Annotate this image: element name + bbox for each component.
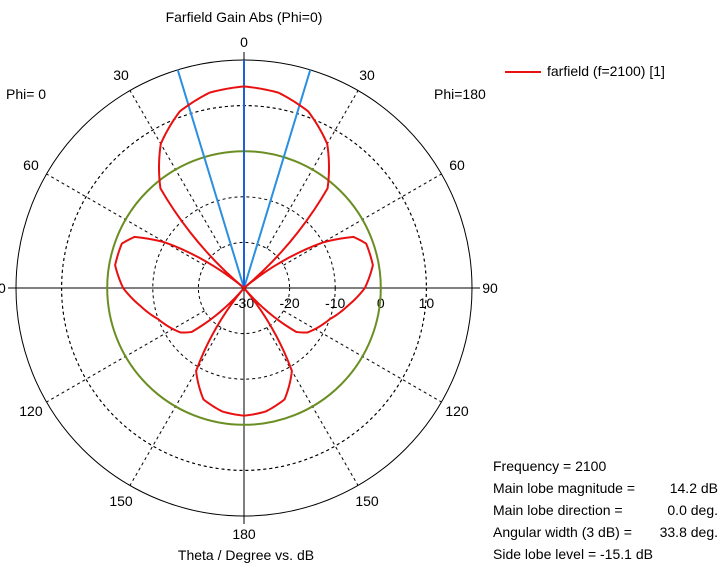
info-angular-width-label: Angular width (3 dB) = — [493, 524, 632, 540]
info-main-lobe-magnitude-value: 14.2 dB — [669, 480, 718, 496]
info-side-lobe-level-label: Side lobe level = -15.1 dB — [493, 546, 653, 562]
info-main-lobe-magnitude-label: Main lobe magnitude = — [493, 480, 636, 496]
legend-line-swatch — [505, 71, 541, 73]
radial-tick-label: -10 — [325, 295, 345, 311]
series-group — [106, 60, 382, 426]
angle-tick-label: 60 — [449, 157, 465, 173]
angle-tick-label: 0 — [240, 34, 248, 50]
angle-tick-label: 120 — [445, 403, 469, 419]
angle-tick-label: 180 — [232, 526, 256, 542]
info-panel: Frequency = 2100 Main lobe magnitude = 1… — [493, 455, 718, 565]
angle-tick-label: 90 — [0, 280, 6, 296]
x-axis-label: Theta / Degree vs. dB — [178, 547, 314, 563]
radial-tick-label: -30 — [234, 295, 254, 311]
phi-left-label: Phi= 0 — [6, 86, 46, 102]
angle-tick-label: 120 — [19, 403, 43, 419]
phi-right-label: Phi=180 — [434, 86, 486, 102]
info-main-lobe-direction: Main lobe direction = 0.0 deg. — [493, 499, 718, 521]
chart-title: Farfield Gain Abs (Phi=0) — [166, 9, 323, 25]
info-frequency: Frequency = 2100 — [493, 455, 718, 477]
beamwidth-line — [243, 69, 312, 289]
series-line-farfield — [114, 85, 245, 417]
angle-tick-label: 90 — [482, 280, 498, 296]
angle-tick-label: 30 — [113, 67, 129, 83]
radial-tick-label: 10 — [419, 295, 435, 311]
legend: farfield (f=2100) [1] — [505, 61, 720, 83]
angle-tick-labels: 0 180 30 30 60 60 90 90 120 120 150 150 — [0, 34, 498, 542]
info-angular-width: Angular width (3 dB) = 33.8 deg. — [493, 521, 718, 543]
angle-tick-label: 150 — [109, 493, 133, 509]
angle-tick-label: 60 — [23, 157, 39, 173]
angle-tick-label: 150 — [355, 493, 379, 509]
beamwidth-line — [176, 69, 245, 289]
angle-tick-label: 30 — [359, 67, 375, 83]
info-side-lobe-level: Side lobe level = -15.1 dB — [493, 543, 718, 565]
radial-tick-label: -20 — [279, 295, 299, 311]
info-main-lobe-direction-label: Main lobe direction = — [493, 502, 623, 518]
series-line-farfield — [243, 85, 374, 417]
legend-label: farfield (f=2100) [1] — [547, 63, 665, 79]
info-main-lobe-direction-value: 0.0 deg. — [667, 502, 718, 518]
info-main-lobe-magnitude: Main lobe magnitude = 14.2 dB — [493, 477, 718, 499]
info-frequency-label: Frequency = 2100 — [493, 458, 607, 474]
info-angular-width-value: 33.8 deg. — [659, 524, 718, 540]
